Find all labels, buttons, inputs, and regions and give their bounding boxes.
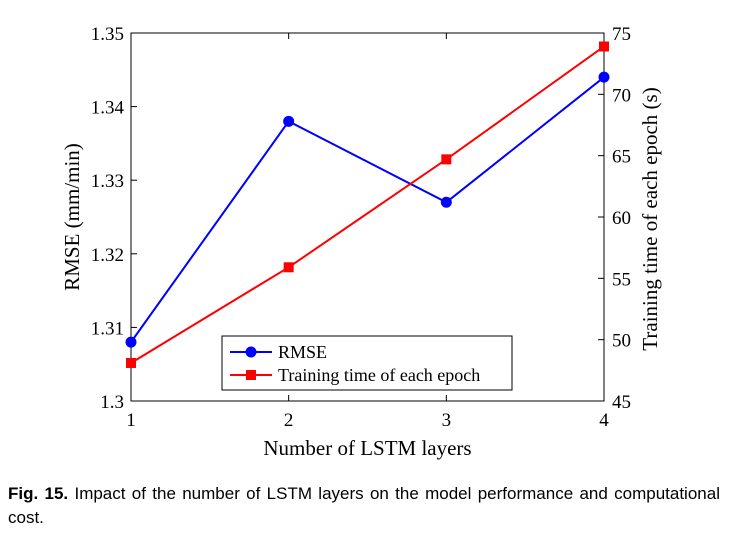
y-left-tick-label: 1.35 — [91, 24, 124, 45]
x-tick-label: 3 — [442, 410, 452, 431]
x-tick-label: 4 — [599, 410, 609, 431]
legend-marker-rmse — [245, 346, 257, 358]
legend-marker-training-time-of-each-epoch — [246, 370, 256, 380]
x-axis-label: Number of LSTM layers — [263, 436, 471, 460]
y-left-tick-label: 1.34 — [91, 98, 125, 119]
x-tick-label: 2 — [284, 410, 294, 431]
series-line-training-time-of-each-epoch — [130, 45, 605, 364]
y-right-tick-label: 55 — [612, 269, 631, 290]
data-point-training-time-of-each-epoch — [283, 262, 294, 273]
y-left-tick-label: 1.32 — [91, 245, 124, 266]
legend-label-training-time-of-each-epoch: Training time of each epoch — [278, 365, 480, 385]
legend: RMSE Training time of each epoch — [221, 335, 513, 391]
y-left-tick-label: 1.31 — [91, 318, 124, 339]
data-point-rmse — [283, 115, 295, 127]
axis-ticks: 1 2 3 4 1.3 1.31 1.32 1.33 1.34 1.35 45 50 55 60 65 70 7… — [91, 24, 631, 431]
y-right-tick-label: 70 — [612, 85, 631, 106]
data-point-rmse — [440, 196, 452, 208]
data-point-training-time-of-each-epoch — [441, 154, 452, 165]
series-layer — [125, 41, 610, 368]
data-point-rmse — [598, 71, 610, 83]
data-point-training-time-of-each-epoch — [126, 357, 136, 368]
y-left-tick-label: 1.3 — [100, 392, 124, 413]
series-line-rmse — [130, 76, 605, 343]
y-right-tick-label: 75 — [612, 24, 631, 45]
figure-caption-label: Fig. 15. — [8, 484, 69, 503]
data-point-training-time-of-each-epoch — [599, 41, 609, 52]
y-axis-label-left: RMSE (mm/min) — [60, 143, 84, 291]
y-axis-label-right: Training time of each epoch (s) — [638, 87, 662, 350]
figure-caption-text: Impact of the number of LSTM layers on t… — [8, 484, 720, 527]
y-left-tick-label: 1.33 — [91, 171, 124, 192]
legend-label-rmse: RMSE — [278, 342, 327, 362]
y-right-tick-label: 50 — [612, 331, 631, 352]
data-point-rmse — [125, 336, 137, 348]
chart: 1 2 3 4 1.3 1.31 1.32 1.33 1.34 1.35 45 50 55 60 65 70 7… — [60, 24, 662, 460]
y-right-tick-label: 45 — [612, 392, 631, 413]
y-right-tick-label: 60 — [612, 208, 631, 229]
legend-box — [221, 335, 513, 391]
y-right-tick-label: 65 — [612, 147, 631, 168]
figure-caption: Fig. 15. Impact of the number of LSTM la… — [8, 482, 720, 530]
x-tick-label: 1 — [126, 410, 136, 431]
